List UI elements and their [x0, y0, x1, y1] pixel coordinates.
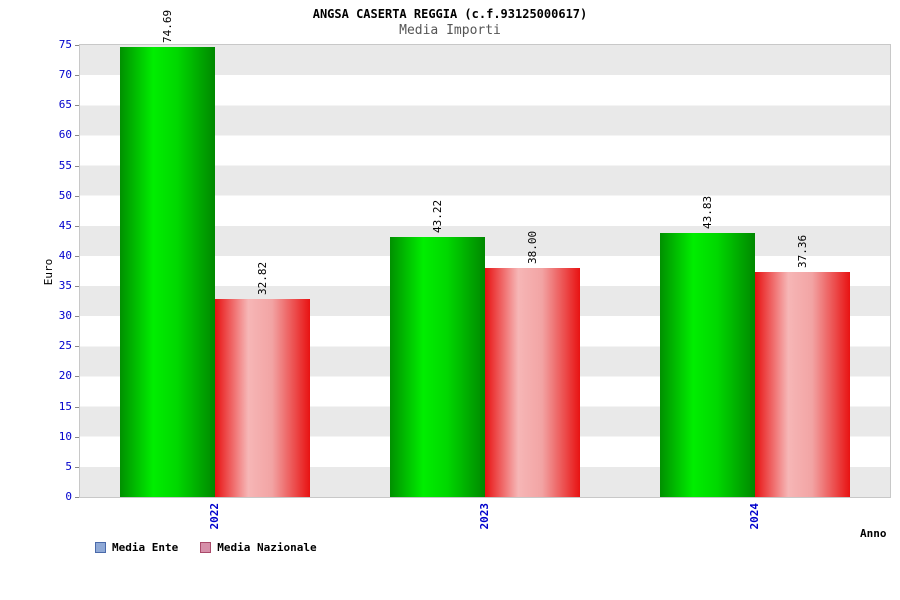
y-tick-mark — [75, 466, 79, 468]
plot-area: 74.69 32.82 43.22 38.00 43.83 37.36 — [79, 10, 891, 498]
x-tick-label: 2023 — [478, 503, 491, 530]
bar-value-label: 74.69 — [160, 9, 174, 43]
y-tick-label: 60 — [58, 128, 72, 142]
bar-value-label: 32.82 — [255, 262, 269, 296]
y-tick-mark — [75, 286, 79, 288]
y-tick-mark — [75, 45, 79, 46]
x-tick-label: 2024 — [748, 503, 761, 530]
legend-item: Media Nazionale — [200, 541, 317, 554]
legend-item: Media Ente — [95, 541, 178, 554]
y-tick-label: 30 — [58, 309, 72, 323]
y-tick-mark — [75, 225, 79, 227]
legend: Media Ente Media Nazionale — [95, 541, 317, 554]
y-tick-label: 0 — [65, 490, 72, 503]
y-tick-label: 40 — [58, 248, 72, 262]
y-tick-label: 70 — [58, 68, 72, 82]
y-tick-mark — [75, 346, 79, 348]
y-tick-label: 15 — [58, 399, 72, 413]
y-tick-mark — [75, 497, 79, 498]
bar — [485, 267, 580, 497]
bar-value-label: 43.83 — [700, 195, 714, 229]
y-tick-mark — [75, 105, 79, 107]
bar — [755, 271, 850, 497]
y-tick-mark — [75, 316, 79, 318]
y-tick-mark — [75, 406, 79, 408]
legend-swatch — [95, 542, 106, 553]
y-tick-label: 50 — [58, 188, 72, 202]
bar — [390, 236, 485, 497]
y-tick-mark — [75, 195, 79, 197]
y-tick-label: 20 — [58, 369, 72, 383]
y-tick-label: 10 — [58, 429, 72, 443]
chart-title: ANGSA CASERTA REGGIA (c.f.93125000617) — [312, 7, 588, 21]
y-tick-label: 65 — [58, 98, 72, 112]
chart-subtitle: Media Importi — [399, 23, 501, 38]
y-tick-mark — [75, 436, 79, 438]
x-axis-label: Anno — [860, 527, 887, 540]
bar — [120, 46, 215, 497]
y-tick-mark — [75, 135, 79, 137]
y-tick-label: 55 — [58, 158, 72, 172]
x-tick-label: 2022 — [208, 503, 221, 530]
y-tick-label: 25 — [58, 339, 72, 353]
legend-label: Media Ente — [112, 541, 179, 554]
y-tick-mark — [75, 165, 79, 167]
bar — [660, 232, 755, 497]
y-tick-label: 45 — [58, 218, 72, 232]
y-tick-label: 5 — [65, 459, 72, 473]
y-tick-mark — [75, 376, 79, 378]
bar — [215, 299, 310, 497]
bar-value-label: 38.00 — [525, 230, 539, 264]
y-tick-mark — [75, 255, 79, 257]
y-tick-label: 35 — [58, 279, 72, 293]
legend-swatch — [200, 542, 212, 553]
y-tick-mark — [75, 75, 79, 77]
bar-value-label: 37.36 — [795, 234, 809, 268]
legend-label: Media Nazionale — [217, 541, 317, 554]
y-tick-label: 75 — [58, 38, 72, 51]
bar-value-label: 43.22 — [430, 199, 444, 233]
